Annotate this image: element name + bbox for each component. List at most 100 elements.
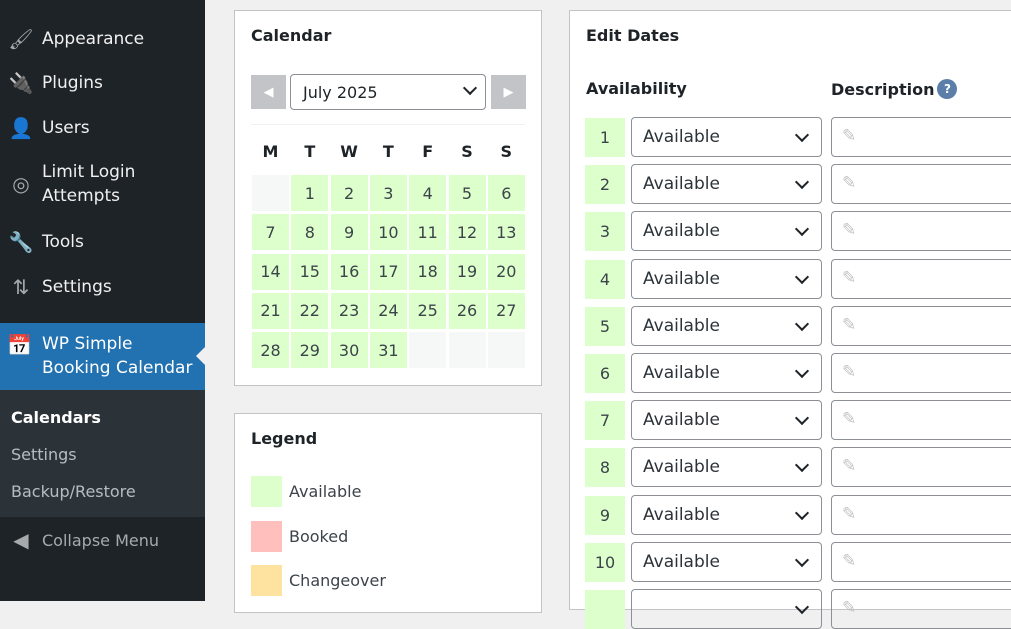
description-input[interactable]: ✎ (831, 258, 1011, 299)
pencil-icon: ✎ (842, 503, 857, 524)
description-input[interactable]: ✎ (831, 117, 1011, 157)
next-month-button[interactable]: ▶ (491, 75, 526, 109)
help-icon[interactable]: ? (937, 79, 958, 99)
legend-label: Changeover (289, 571, 386, 590)
calendar-day[interactable]: 23 (330, 292, 368, 329)
menu-label: Users (42, 118, 90, 138)
calendar-day[interactable]: 17 (369, 253, 407, 290)
prev-month-button[interactable]: ◀ (251, 75, 286, 109)
calendar-day[interactable]: 7 (252, 214, 289, 251)
availability-select[interactable]: Available (631, 258, 822, 299)
legend-swatch (251, 520, 282, 552)
calendar-day[interactable]: 31 (369, 332, 407, 369)
calendar-day[interactable]: 13 (487, 214, 525, 251)
calendar-empty-cell (409, 332, 447, 369)
availability-select[interactable]: Available (631, 447, 822, 488)
day-number: 5 (585, 306, 625, 346)
select-value: Available (643, 315, 720, 336)
description-input[interactable]: ✎ (831, 541, 1011, 582)
description-input[interactable]: ✎ (831, 447, 1011, 488)
calendar-day[interactable]: 27 (487, 292, 525, 329)
submenu-settings[interactable]: Settings (11, 445, 77, 464)
chevron-down-icon (794, 316, 810, 331)
calendar-day[interactable]: 16 (330, 253, 368, 290)
calendar-day[interactable]: 30 (330, 332, 368, 369)
description-input[interactable]: ✎ (831, 164, 1011, 205)
select-value: Available (643, 268, 720, 289)
menu-settings[interactable]: ⇅ Settings (0, 275, 205, 299)
chevron-down-icon (794, 363, 810, 379)
weekday-header: S (461, 142, 473, 161)
calendar-day[interactable]: 5 (448, 175, 486, 211)
availability-select[interactable]: Available (631, 305, 822, 346)
availability-select[interactable]: Available (631, 211, 822, 252)
availability-select[interactable]: Available (631, 117, 822, 157)
menu-plugins[interactable]: 🔌 Plugins (0, 71, 205, 95)
calendar-day[interactable]: 24 (369, 292, 407, 329)
weekday-header: T (382, 142, 394, 161)
weekday-header: F (422, 142, 434, 161)
calendar-day[interactable]: 6 (487, 175, 525, 211)
calendar-day[interactable]: 10 (369, 214, 407, 251)
collapse-menu-button[interactable]: ◀ Collapse Menu (0, 528, 159, 552)
calendar-day[interactable]: 29 (291, 332, 329, 369)
pencil-icon: ✎ (842, 126, 857, 146)
calendar-day[interactable]: 28 (252, 332, 289, 369)
availability-select[interactable]: Available (631, 164, 822, 205)
availability-select[interactable]: Available (631, 541, 822, 582)
month-select[interactable]: July 2025 (290, 74, 486, 110)
menu-limit-login[interactable]: ◎ Limit Login Attempts (0, 160, 160, 208)
menu-label: Appearance (42, 29, 145, 49)
menu-wp-simple-booking-calendar[interactable]: 📅 WP Simple Booking Calendar (0, 323, 205, 390)
calendar-empty-cell (487, 332, 525, 369)
chevron-down-icon (794, 599, 810, 615)
description-input[interactable]: ✎ (831, 400, 1011, 441)
calendar-day[interactable]: 15 (291, 253, 329, 290)
availability-select[interactable]: Available (631, 400, 822, 441)
menu-users[interactable]: 👤 Users (0, 116, 205, 140)
calendar-day[interactable]: 26 (448, 292, 486, 329)
calendar-day[interactable]: 2 (330, 175, 368, 211)
collapse-icon: ◀ (13, 528, 29, 552)
legend-swatch (251, 476, 282, 507)
calendar-day[interactable]: 20 (487, 253, 525, 290)
chevron-down-icon (794, 222, 810, 237)
legend-item: Booked (251, 520, 348, 552)
panel-title: Legend (251, 429, 318, 448)
settings-icon: ⇅ (12, 275, 30, 299)
calendar-day[interactable]: 8 (291, 214, 329, 251)
calendar-day[interactable]: 11 (409, 214, 447, 251)
menu-label: Plugins (42, 73, 103, 93)
calendar-day[interactable]: 18 (409, 253, 447, 290)
pencil-icon: ✎ (842, 220, 857, 241)
menu-appearance[interactable]: 🖌 Appearance (0, 27, 205, 51)
pencil-icon: ✎ (842, 314, 857, 335)
description-input[interactable]: ✎ (831, 211, 1011, 252)
description-input[interactable]: ✎ (831, 494, 1011, 535)
pencil-icon: ✎ (842, 173, 857, 194)
calendar-day[interactable]: 1 (291, 175, 329, 211)
submenu-backup-restore[interactable]: Backup/Restore (11, 482, 136, 501)
availability-select[interactable]: Available (631, 353, 822, 393)
select-value: Available (643, 174, 720, 195)
calendar-day[interactable]: 12 (448, 214, 486, 251)
calendar-empty-cell (252, 175, 289, 211)
availability-select[interactable] (631, 589, 822, 629)
calendar-day[interactable]: 22 (291, 292, 329, 329)
description-input[interactable]: ✎ (831, 305, 1011, 346)
calendar-day[interactable]: 25 (409, 292, 447, 329)
submenu-calendars[interactable]: Calendars (11, 408, 101, 427)
weekday-header: W (340, 142, 358, 161)
menu-tools[interactable]: 🔧 Tools (0, 230, 205, 254)
calendar-day[interactable]: 19 (448, 253, 486, 290)
pencil-icon: ✎ (842, 550, 857, 571)
calendar-day[interactable]: 9 (330, 214, 368, 251)
calendar-day[interactable]: 14 (252, 253, 289, 290)
availability-select[interactable]: Available (631, 494, 822, 535)
wrench-icon: 🔧 (8, 230, 34, 254)
calendar-day[interactable]: 4 (409, 175, 447, 211)
calendar-day[interactable]: 21 (252, 292, 289, 329)
description-input[interactable]: ✎ (831, 353, 1011, 393)
description-input[interactable]: ✎ (831, 589, 1011, 629)
calendar-day[interactable]: 3 (369, 175, 407, 211)
